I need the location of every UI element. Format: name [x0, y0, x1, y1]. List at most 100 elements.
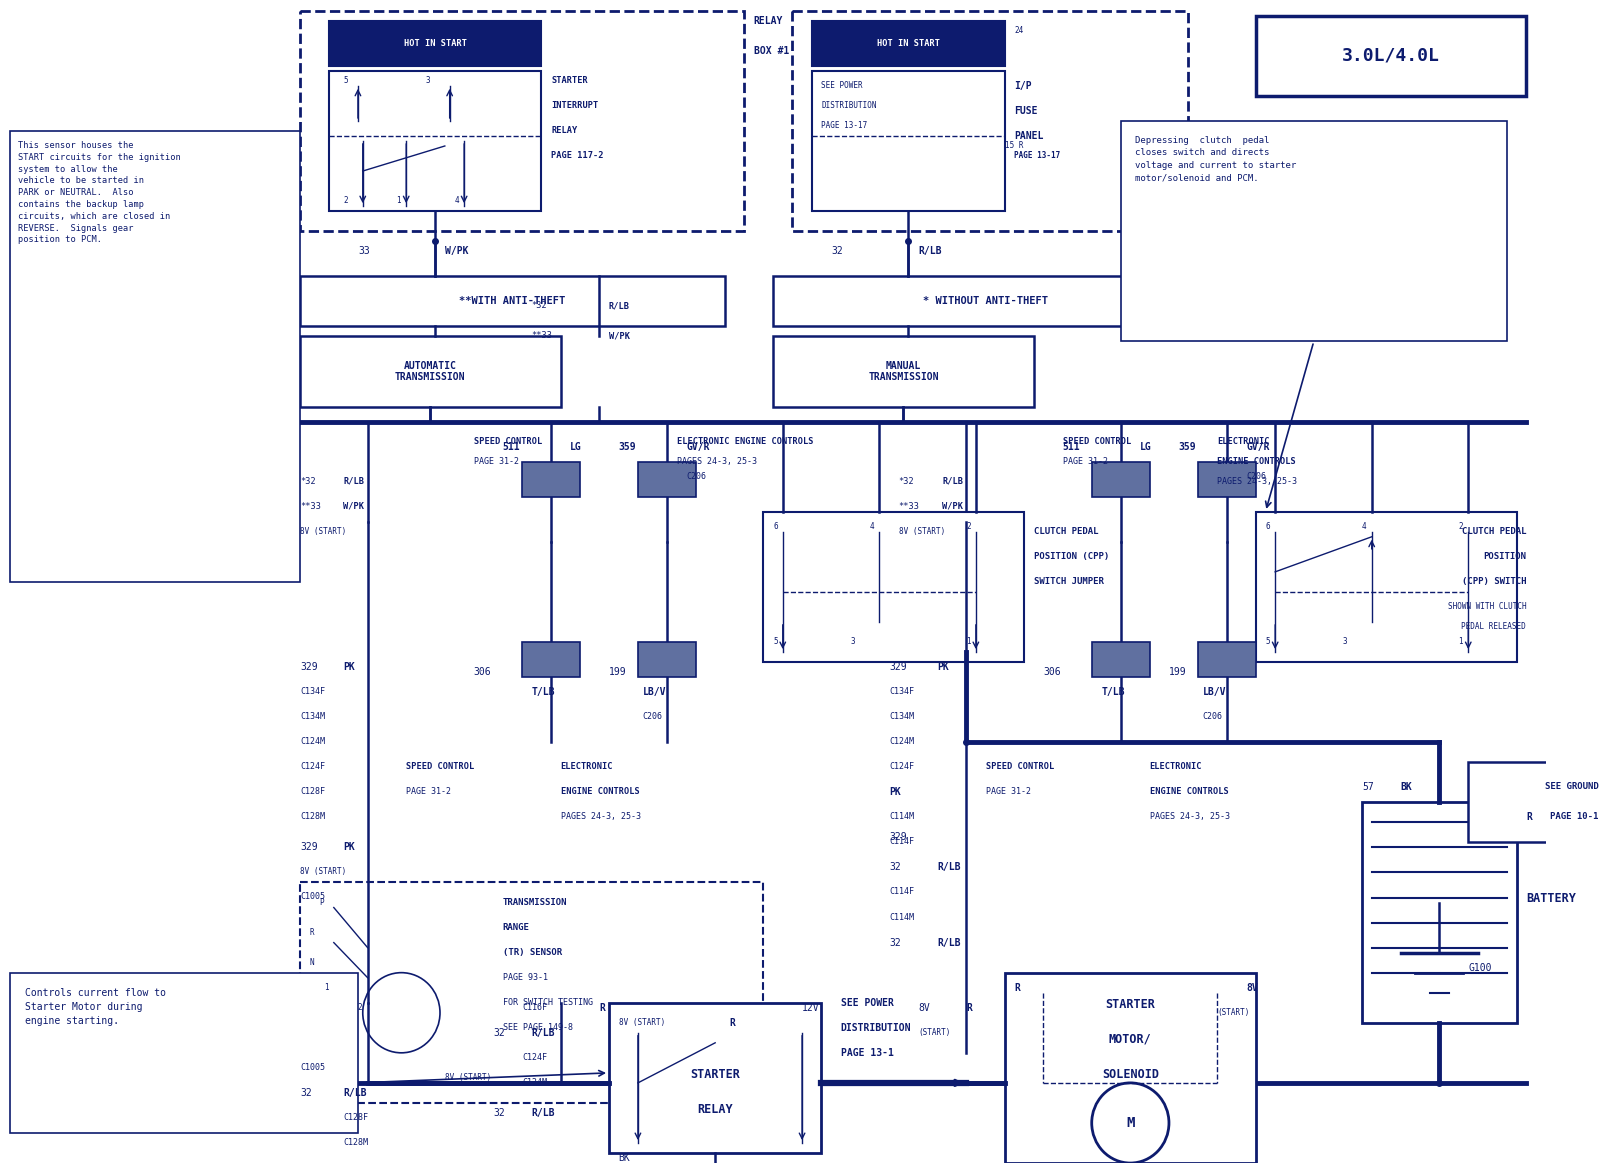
Text: C114F: C114F	[889, 887, 915, 897]
Text: 5: 5	[1265, 637, 1270, 646]
Text: 32: 32	[492, 1108, 505, 1118]
Text: *32: *32	[899, 477, 915, 486]
Text: RELAY: RELAY	[697, 1103, 732, 1116]
Text: 199: 199	[609, 667, 627, 677]
Text: PAGES 24-3, 25-3: PAGES 24-3, 25-3	[676, 457, 756, 465]
Text: HOT IN START: HOT IN START	[403, 38, 467, 48]
Text: PAGE 93-1: PAGE 93-1	[502, 972, 548, 982]
Text: PAGE 31-2: PAGE 31-2	[1063, 457, 1108, 465]
Text: C128F: C128F	[344, 1112, 368, 1122]
Text: PAGES 24-3, 25-3: PAGES 24-3, 25-3	[1217, 477, 1297, 486]
Text: ELECTRONIC: ELECTRONIC	[1217, 436, 1270, 445]
Text: C128M: C128M	[301, 813, 325, 821]
Text: 1: 1	[397, 196, 401, 205]
Bar	[1198, 642, 1255, 677]
Text: PAGE 13-17: PAGE 13-17	[1014, 152, 1060, 160]
Bar	[772, 276, 1198, 326]
Bar	[638, 642, 696, 677]
Text: 359: 359	[1178, 442, 1196, 451]
Text: SPEED CONTROL: SPEED CONTROL	[406, 763, 475, 771]
Bar	[301, 10, 744, 231]
Text: 57: 57	[1362, 782, 1374, 792]
Bar	[1255, 15, 1525, 96]
Text: 12V: 12V	[803, 1003, 820, 1013]
Text: R/LB: R/LB	[344, 477, 365, 486]
Text: C124M: C124M	[301, 737, 325, 746]
Text: **33: **33	[532, 331, 553, 340]
Text: DISTRIBUTION: DISTRIBUTION	[822, 101, 876, 110]
Text: C114F: C114F	[889, 837, 915, 847]
Text: DISTRIBUTION: DISTRIBUTION	[841, 1023, 911, 1033]
Text: 306: 306	[473, 667, 491, 677]
Text: 2: 2	[1458, 521, 1463, 531]
Text: AUTOMATIC
TRANSMISSION: AUTOMATIC TRANSMISSION	[395, 360, 465, 382]
Bar	[1092, 642, 1150, 677]
Text: SPEED CONTROL: SPEED CONTROL	[1063, 436, 1130, 445]
Text: C134M: C134M	[301, 712, 325, 721]
Text: **WITH ANTI-THEFT: **WITH ANTI-THEFT	[459, 296, 566, 307]
Bar	[793, 10, 1188, 231]
Text: 32: 32	[889, 863, 900, 872]
Text: LG: LG	[571, 442, 582, 451]
Text: ELECTRONIC ENGINE CONTROLS: ELECTRONIC ENGINE CONTROLS	[676, 436, 812, 445]
Bar	[812, 21, 1004, 65]
Text: 329: 329	[301, 842, 318, 852]
Text: C134F: C134F	[301, 687, 325, 696]
Text: C114M: C114M	[889, 913, 915, 921]
Text: STARTER: STARTER	[1105, 998, 1154, 1011]
Text: 32: 32	[831, 246, 843, 257]
Text: (TR) SENSOR: (TR) SENSOR	[502, 948, 561, 956]
Text: PEDAL RELEASED: PEDAL RELEASED	[1461, 621, 1525, 631]
Text: R: R	[310, 928, 315, 936]
Text: 4: 4	[454, 196, 459, 205]
Text: ELECTRONIC: ELECTRONIC	[1150, 763, 1202, 771]
Text: 8V (START): 8V (START)	[301, 527, 347, 535]
Bar	[1121, 121, 1506, 342]
Bar	[609, 1003, 822, 1153]
Text: SPEED CONTROL: SPEED CONTROL	[985, 763, 1054, 771]
Bar	[521, 642, 580, 677]
Text: T/LB: T/LB	[1102, 687, 1124, 697]
Text: PK: PK	[937, 662, 948, 672]
Text: 8V (START): 8V (START)	[445, 1073, 491, 1082]
Text: C206: C206	[1246, 471, 1266, 480]
Text: ENGINE CONTROLS: ENGINE CONTROLS	[561, 787, 640, 796]
Text: C116F: C116F	[521, 1003, 547, 1012]
Bar	[1468, 763, 1599, 842]
Bar	[812, 71, 1004, 211]
Text: POSITION: POSITION	[1484, 552, 1525, 561]
Text: ENGINE CONTROLS: ENGINE CONTROLS	[1217, 457, 1295, 465]
Text: 5: 5	[344, 76, 349, 85]
Text: C124F: C124F	[301, 763, 325, 771]
Text: LB/V: LB/V	[1202, 687, 1226, 697]
Bar	[638, 462, 696, 497]
Text: Depressing  clutch  pedal
closes switch and directs
voltage and current to start: Depressing clutch pedal closes switch an…	[1135, 136, 1297, 182]
Text: 8V (START): 8V (START)	[899, 527, 945, 535]
Text: Controls current flow to
Starter Motor during
engine starting.: Controls current flow to Starter Motor d…	[26, 988, 166, 1026]
Text: HOT IN START: HOT IN START	[876, 38, 940, 48]
Text: 15 R: 15 R	[1004, 141, 1023, 150]
Text: 1: 1	[966, 637, 971, 646]
Text: C134M: C134M	[889, 712, 915, 721]
Text: C1005: C1005	[301, 892, 325, 901]
Text: CLUTCH PEDAL: CLUTCH PEDAL	[1035, 527, 1099, 535]
Text: C206: C206	[1202, 712, 1223, 721]
Text: 3: 3	[851, 637, 855, 646]
Text: ELECTRONIC: ELECTRONIC	[561, 763, 612, 771]
Text: 8V: 8V	[1246, 983, 1258, 992]
Text: MOTOR/: MOTOR/	[1110, 1033, 1151, 1046]
Text: PAGE 31-2: PAGE 31-2	[406, 787, 451, 796]
Text: N: N	[310, 957, 315, 967]
Text: 511: 511	[1063, 442, 1081, 451]
Text: C206: C206	[643, 712, 662, 721]
Text: 32: 32	[492, 1027, 505, 1038]
Text: 8V (START): 8V (START)	[619, 1018, 665, 1027]
Bar	[1362, 802, 1516, 1023]
Text: (CPP) SWITCH: (CPP) SWITCH	[1461, 577, 1525, 585]
Text: PAGE 31-2: PAGE 31-2	[473, 457, 518, 465]
Text: R: R	[729, 1018, 736, 1027]
Text: 33: 33	[358, 246, 369, 257]
Text: PAGE 13-17: PAGE 13-17	[822, 121, 868, 129]
Text: **33: **33	[301, 501, 321, 511]
Bar	[301, 336, 561, 407]
